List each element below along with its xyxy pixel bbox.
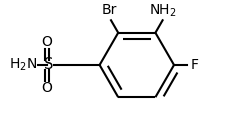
Text: S: S [44, 58, 54, 72]
Text: F: F [191, 58, 199, 72]
Text: H$_2$N: H$_2$N [9, 57, 37, 73]
Text: Br: Br [101, 3, 117, 17]
Text: NH$_2$: NH$_2$ [149, 3, 177, 19]
Text: O: O [42, 81, 52, 95]
Text: O: O [42, 35, 52, 49]
